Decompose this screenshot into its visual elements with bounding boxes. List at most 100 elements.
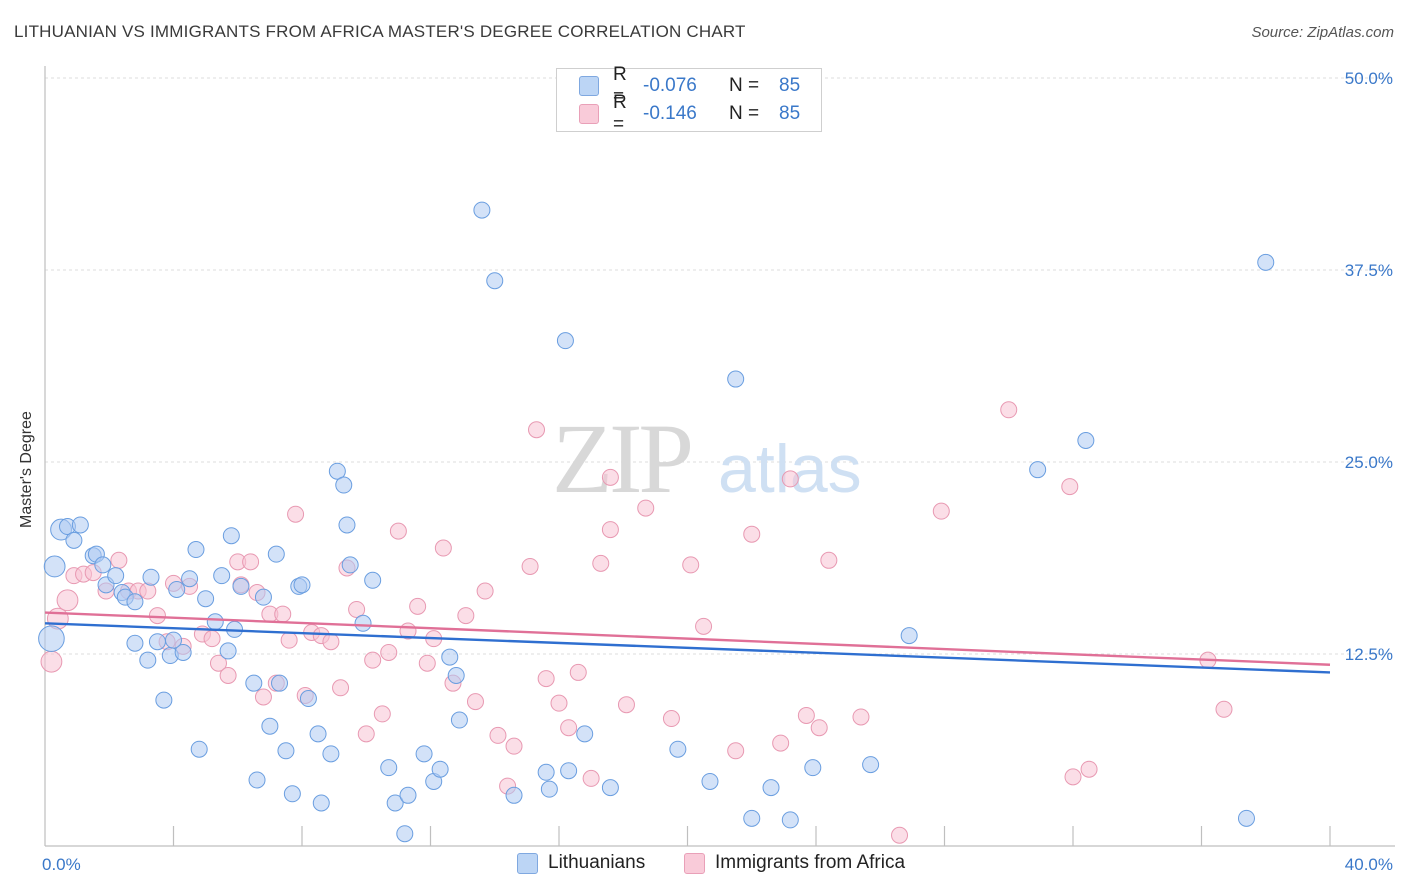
point-immigrants-from-africa bbox=[682, 556, 700, 574]
point-immigrants-from-africa bbox=[148, 607, 166, 625]
y-tick-label: 12.5% bbox=[1345, 645, 1393, 664]
watermark-atlas: atlas bbox=[718, 431, 862, 507]
point-lithuanians bbox=[43, 555, 66, 578]
point-immigrants-from-africa bbox=[287, 505, 305, 523]
point-lithuanians bbox=[254, 588, 272, 606]
point-lithuanians bbox=[309, 725, 327, 743]
point-immigrants-from-africa bbox=[569, 663, 587, 681]
point-lithuanians bbox=[261, 717, 279, 735]
point-lithuanians bbox=[669, 740, 687, 758]
point-immigrants-from-africa bbox=[209, 654, 227, 672]
point-immigrants-from-africa bbox=[322, 633, 340, 651]
point-lithuanians bbox=[431, 760, 449, 778]
point-immigrants-from-africa bbox=[592, 554, 610, 572]
point-immigrants-from-africa bbox=[348, 600, 366, 618]
point-lithuanians bbox=[486, 272, 504, 290]
point-lithuanians bbox=[165, 631, 182, 649]
point-lithuanians bbox=[900, 627, 918, 645]
point-lithuanians bbox=[219, 642, 237, 660]
legend-swatch-pink bbox=[684, 852, 705, 874]
legend-item-immigrants-from-africa[interactable]: Immigrants from Africa bbox=[684, 852, 905, 874]
point-lithuanians bbox=[126, 634, 144, 652]
point-immigrants-from-africa bbox=[797, 706, 815, 724]
point-lithuanians bbox=[335, 476, 353, 494]
point-lithuanians bbox=[505, 786, 523, 804]
source-label[interactable]: Source: ZipAtlas.com bbox=[1251, 24, 1394, 41]
point-lithuanians bbox=[354, 614, 372, 632]
point-immigrants-from-africa bbox=[810, 719, 828, 737]
point-lithuanians bbox=[168, 580, 186, 598]
point-immigrants-from-africa bbox=[891, 826, 909, 844]
point-lithuanians bbox=[107, 567, 125, 585]
point-lithuanians bbox=[601, 779, 619, 797]
point-immigrants-from-africa bbox=[521, 557, 539, 575]
point-lithuanians bbox=[727, 370, 745, 388]
point-lithuanians bbox=[293, 576, 311, 594]
point-lithuanians bbox=[762, 779, 780, 797]
trend-line-immigrants-from-africa bbox=[44, 611, 1331, 666]
point-immigrants-from-africa bbox=[505, 737, 523, 755]
point-immigrants-from-africa bbox=[820, 551, 838, 569]
point-immigrants-from-africa bbox=[274, 605, 292, 623]
legend-swatch-pink bbox=[579, 104, 599, 124]
legend-swatch-blue bbox=[517, 852, 538, 874]
point-lithuanians bbox=[155, 691, 173, 709]
point-immigrants-from-africa bbox=[332, 679, 350, 697]
point-lithuanians bbox=[222, 527, 240, 545]
point-lithuanians bbox=[415, 745, 433, 763]
point-lithuanians bbox=[187, 541, 205, 559]
point-lithuanians bbox=[71, 516, 89, 534]
point-immigrants-from-africa bbox=[219, 667, 237, 685]
point-lithuanians bbox=[560, 762, 578, 780]
x-tick-label: 0.0% bbox=[42, 855, 81, 874]
n-value: 85 bbox=[779, 103, 801, 124]
point-immigrants-from-africa bbox=[582, 769, 600, 787]
n-label: N = bbox=[729, 75, 760, 96]
point-lithuanians bbox=[341, 556, 359, 574]
axes bbox=[44, 66, 1395, 847]
point-lithuanians bbox=[380, 759, 398, 777]
point-lithuanians bbox=[248, 771, 266, 789]
point-immigrants-from-africa bbox=[1215, 700, 1233, 718]
r-label: R = bbox=[613, 92, 627, 135]
point-lithuanians bbox=[576, 725, 594, 743]
series-lithuanians bbox=[38, 201, 1275, 843]
point-lithuanians bbox=[556, 332, 574, 350]
chart-title: LITHUANIAN VS IMMIGRANTS FROM AFRICA MAS… bbox=[14, 22, 746, 41]
legend-item-lithuanians[interactable]: Lithuanians bbox=[517, 852, 645, 874]
x-tick-label: 40.0% bbox=[1345, 855, 1393, 874]
point-immigrants-from-africa bbox=[932, 502, 950, 520]
point-lithuanians bbox=[139, 651, 157, 669]
point-lithuanians bbox=[386, 794, 404, 812]
point-immigrants-from-africa bbox=[637, 499, 655, 517]
y-tick-label: 25.0% bbox=[1345, 453, 1393, 472]
point-lithuanians bbox=[781, 811, 799, 829]
point-immigrants-from-africa bbox=[457, 607, 475, 625]
point-lithuanians bbox=[447, 667, 465, 685]
point-lithuanians bbox=[267, 545, 285, 563]
legend-label-immigrants-from-africa: Immigrants from Africa bbox=[715, 852, 906, 873]
r-value: -0.076 bbox=[643, 75, 697, 96]
trend-lines bbox=[44, 611, 1331, 674]
point-lithuanians bbox=[1029, 461, 1047, 479]
point-immigrants-from-africa bbox=[1064, 768, 1082, 786]
point-immigrants-from-africa bbox=[1061, 478, 1079, 496]
point-lithuanians bbox=[299, 690, 317, 708]
point-immigrants-from-africa bbox=[743, 525, 761, 543]
point-lithuanians bbox=[312, 794, 330, 812]
point-immigrants-from-africa bbox=[110, 551, 128, 569]
point-lithuanians bbox=[862, 756, 880, 774]
point-immigrants-from-africa bbox=[242, 553, 260, 571]
point-lithuanians bbox=[1237, 809, 1255, 827]
trend-line-lithuanians bbox=[44, 622, 1331, 674]
point-lithuanians bbox=[743, 809, 761, 827]
point-lithuanians bbox=[213, 567, 231, 585]
point-lithuanians bbox=[94, 556, 112, 574]
gridlines bbox=[45, 77, 1395, 655]
point-immigrants-from-africa bbox=[434, 539, 452, 557]
point-lithuanians bbox=[65, 531, 83, 549]
point-immigrants-from-africa bbox=[357, 725, 375, 743]
point-lithuanians bbox=[142, 568, 160, 586]
point-lithuanians bbox=[1257, 253, 1275, 271]
